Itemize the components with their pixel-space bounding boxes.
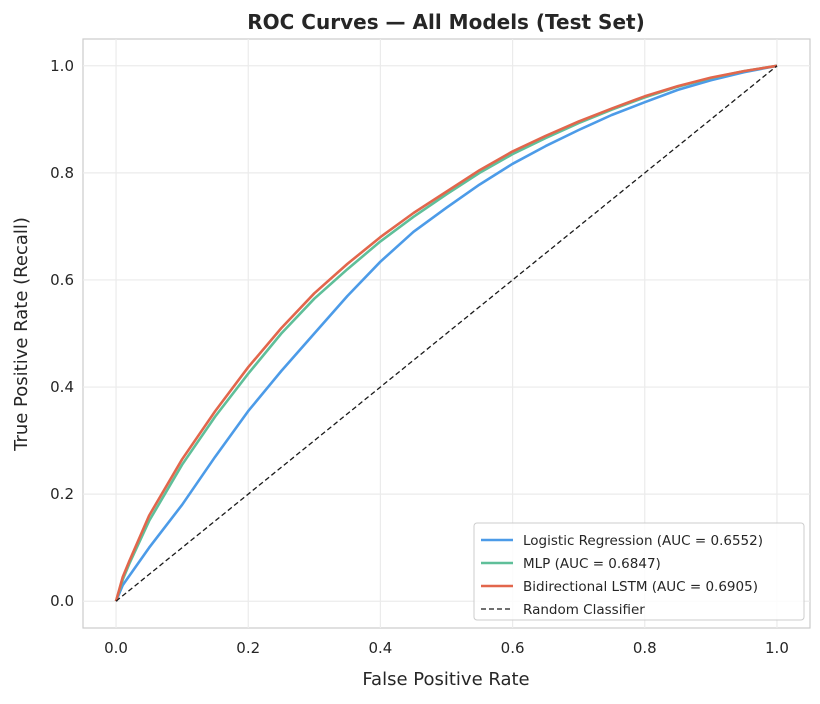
- ticks: 0.0 0.2 0.4 0.6 0.8 1.0 0.0 0.2 0.4 0.6 0.8 1.0: [50, 57, 789, 657]
- y-tick-label: 0.0: [50, 592, 74, 610]
- y-tick-label: 0.6: [50, 271, 74, 289]
- roc-curve-3: [114, 64, 778, 602]
- legend-label: Random Classifier: [523, 602, 645, 618]
- legend-frame: [473, 522, 805, 621]
- legend-label: Bidirectional LSTM (AUC = 0.6905): [523, 579, 758, 595]
- chart-title: ROC Curves — All Models (Test Set): [247, 10, 644, 34]
- x-tick-label: 0.2: [236, 639, 260, 657]
- roc-curve-1: [114, 64, 778, 602]
- roc-curve-4: [115, 65, 778, 602]
- x-tick-label: 0.8: [633, 639, 657, 657]
- x-tick-label: 0.0: [104, 639, 128, 657]
- legend-label: Logistic Regression (AUC = 0.6552): [523, 533, 763, 549]
- x-axis-label: False Positive Rate: [362, 669, 529, 690]
- legend: Logistic Regression (AUC = 0.6552) MLP (A…: [473, 522, 805, 621]
- legend-label: MLP (AUC = 0.6847): [523, 556, 661, 572]
- y-tick-label: 1.0: [50, 57, 74, 75]
- y-tick-label: 0.4: [50, 378, 74, 396]
- x-tick-label: 0.4: [368, 639, 392, 657]
- y-tick-label: 0.8: [50, 164, 74, 182]
- x-tick-label: 0.6: [501, 639, 525, 657]
- x-tick-label: 1.0: [765, 639, 789, 657]
- y-axis-label: True Positive Rate (Recall): [11, 217, 32, 452]
- series-lines: [114, 64, 778, 602]
- y-tick-label: 0.2: [50, 485, 74, 503]
